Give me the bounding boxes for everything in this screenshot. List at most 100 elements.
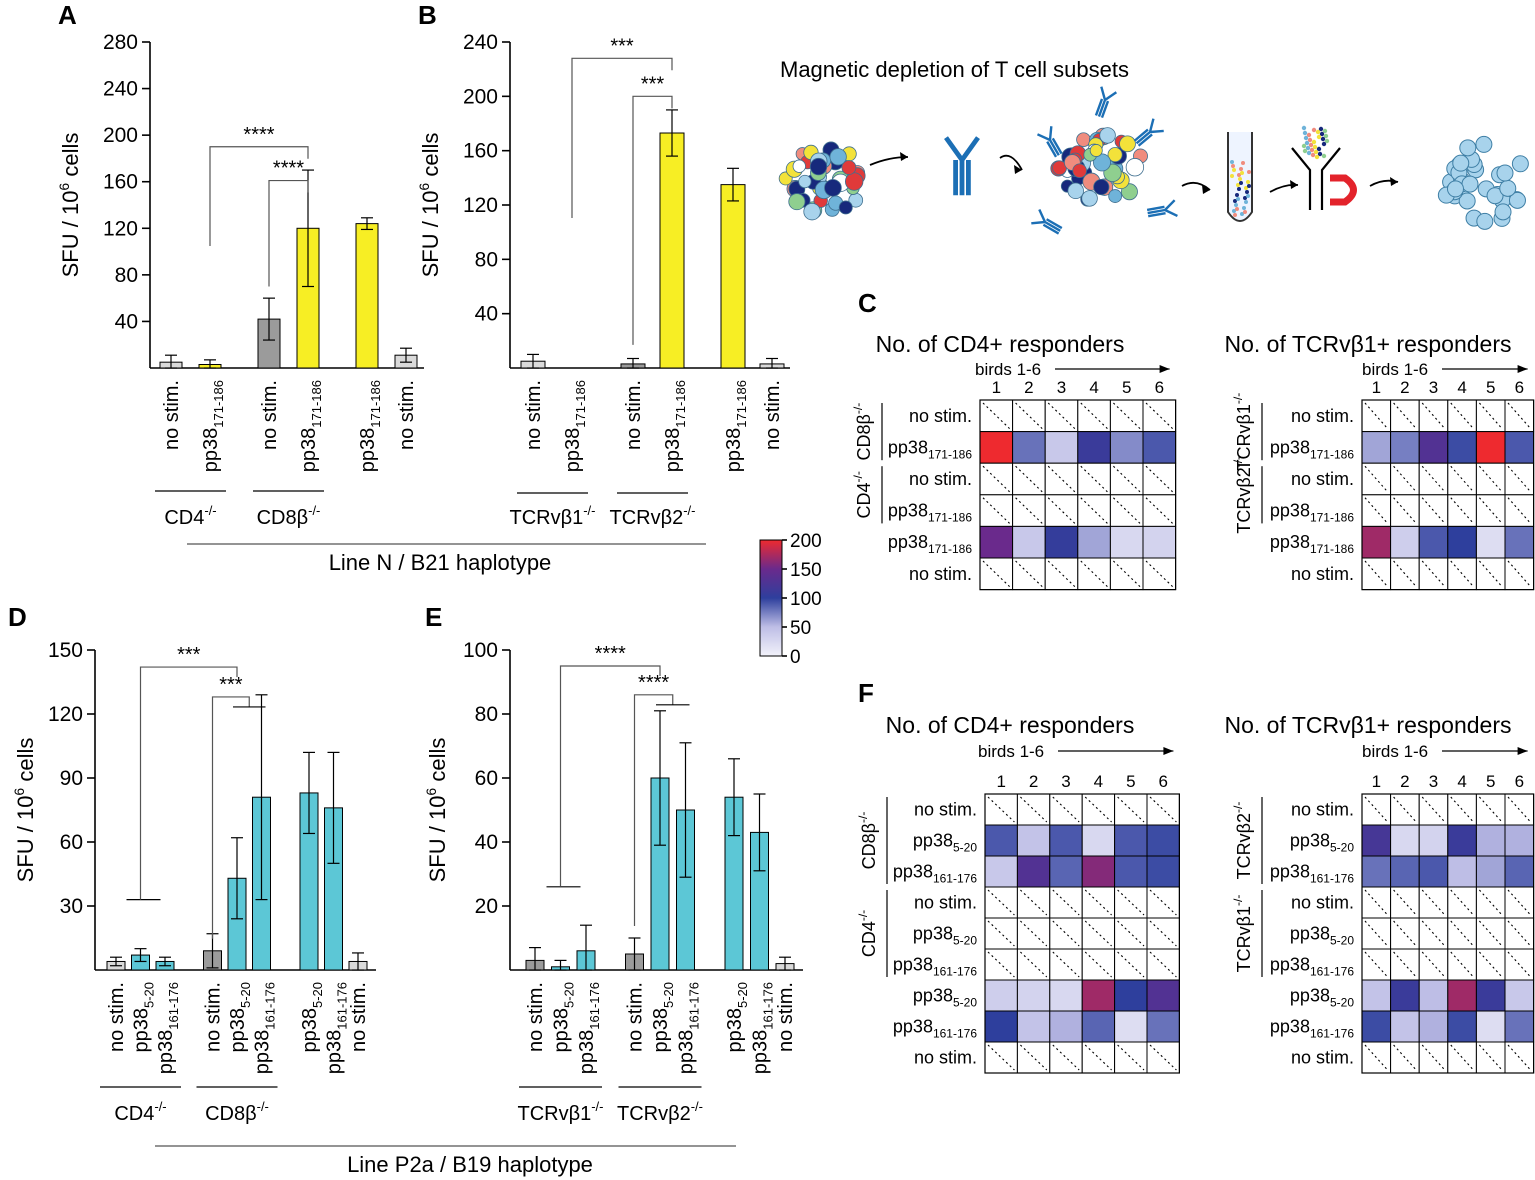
- column-label: 4: [1457, 772, 1466, 791]
- side-group-label-sup: -/-: [1231, 393, 1245, 404]
- empty-cell-diagonal: [1393, 796, 1417, 823]
- category-label: no stim.: [348, 982, 370, 1052]
- colorbar-tick-label: 150: [790, 560, 822, 581]
- heat-cell: [1504, 1010, 1535, 1043]
- empty-cell: [984, 948, 1018, 981]
- category-label: no stim.: [625, 982, 647, 1052]
- panel-letter-a: A: [58, 0, 77, 30]
- cell-dot: [788, 193, 806, 211]
- cell-dot: [829, 148, 847, 166]
- heat-cell: [1475, 1010, 1506, 1043]
- empty-cell-diagonal: [1478, 889, 1503, 916]
- y-tick-label: 60: [60, 831, 83, 854]
- heat-cell: [1142, 431, 1177, 464]
- colorbar-rect: [759, 539, 783, 657]
- empty-cell-diagonal: [1364, 889, 1389, 916]
- empty-cell: [979, 494, 1014, 527]
- side-group-label-sup: -/-: [851, 403, 865, 414]
- y-tick-label: 80: [115, 264, 138, 287]
- empty-cell: [1109, 494, 1144, 527]
- row-label-sub: 161-176: [933, 965, 977, 979]
- empty-cell: [1081, 948, 1116, 981]
- tube-dot: [1247, 184, 1251, 188]
- y-tick-label: 120: [48, 703, 83, 726]
- y-tick-label: 80: [475, 703, 498, 726]
- magnetic-column-icon: [1291, 125, 1357, 210]
- heat-cell: [1475, 855, 1506, 888]
- row-label: pp38171-186: [888, 532, 972, 556]
- row-label-main: no stim.: [909, 469, 972, 489]
- heatmap-border: [979, 399, 1177, 591]
- sig-bracket: [571, 57, 673, 218]
- y-tick-label: 40: [115, 310, 138, 333]
- depleted-cell: [1486, 187, 1504, 205]
- group-label-main: CD8β: [205, 1103, 257, 1125]
- empty-cell-diagonal: [1149, 1044, 1177, 1071]
- empty-cell-diagonal: [1145, 497, 1173, 524]
- heat-cell: [1109, 525, 1144, 559]
- side-group-label-main: CD4: [859, 921, 879, 957]
- column-dot: [1311, 139, 1317, 145]
- antibody-shape: [1031, 208, 1063, 235]
- category-label: pp385-20: [551, 982, 577, 1053]
- empty-cell-diagonal: [1478, 560, 1503, 587]
- empty-cell: [984, 886, 1018, 919]
- side-group-label: CD8β-/-: [856, 812, 879, 870]
- category-label: pp385-20: [650, 982, 676, 1053]
- process-arrow-2: [999, 154, 1023, 171]
- row-label-main: pp38: [913, 924, 953, 944]
- column-dot: [1304, 140, 1310, 146]
- cell-dot: [803, 202, 821, 221]
- labeled-cell-mixture-icon: [1050, 127, 1148, 207]
- column-label: 6: [1158, 772, 1167, 791]
- heat-cell: [1081, 824, 1116, 857]
- process-arrow-4-head: [1290, 180, 1298, 189]
- category-label-sub: 161-176: [587, 982, 602, 1030]
- column-label: 1: [996, 772, 1005, 791]
- row-label: pp385-20: [1290, 986, 1354, 1010]
- empty-cell: [1044, 462, 1079, 496]
- cell-dot: [1099, 127, 1116, 144]
- side-group-label: CD4-/-: [856, 910, 879, 957]
- tube-dot: [1230, 160, 1234, 164]
- sig-label: ****: [273, 158, 304, 180]
- row-label-sub: 171-186: [1310, 511, 1354, 525]
- empty-cell-diagonal: [1450, 497, 1474, 524]
- column-label: 2: [1400, 378, 1409, 397]
- category-label: pp38171-186: [298, 380, 324, 472]
- heat-cell: [1390, 1010, 1420, 1043]
- tube-dot: [1240, 212, 1244, 216]
- heat-cell: [1114, 979, 1148, 1012]
- empty-cell-diagonal: [1084, 1044, 1112, 1071]
- tube-dot: [1243, 196, 1247, 200]
- column-label: 6: [1515, 772, 1524, 791]
- category-label-main: pp38: [662, 428, 684, 473]
- depleted-cell: [1475, 135, 1493, 153]
- empty-cell-diagonal: [1364, 560, 1389, 587]
- row-label: no stim.: [1291, 800, 1354, 820]
- colorbar-tick-label: 200: [790, 531, 822, 552]
- column-dot: [1317, 151, 1323, 157]
- empty-cell-diagonal: [1450, 889, 1474, 916]
- row-label-main: pp38: [888, 532, 928, 552]
- category-label: no stim.: [396, 380, 418, 450]
- group-label-main: CD4: [164, 507, 204, 529]
- empty-cell-diagonal: [1084, 889, 1112, 916]
- category-label-sub: 171-186: [309, 380, 324, 428]
- cell-dot: [1067, 182, 1084, 200]
- y-axis-label-main: SFU / 10: [58, 191, 83, 278]
- heat-cell: [1049, 1010, 1083, 1043]
- antibody-small-1: [1031, 208, 1063, 235]
- heat-cell: [1142, 525, 1177, 559]
- row-label-sub: 171-186: [928, 542, 972, 556]
- empty-cell-diagonal: [1507, 1044, 1532, 1071]
- empty-cell-diagonal: [1421, 1044, 1446, 1071]
- category-label: no stim.: [775, 982, 797, 1052]
- heat-cell: [1361, 855, 1392, 888]
- empty-cell-diagonal: [1020, 796, 1048, 823]
- y-axis-label: SFU / 106 cells: [416, 133, 443, 278]
- column-label: 1: [1372, 772, 1381, 791]
- column-dot: [1321, 141, 1327, 147]
- row-label-sub: 171-186: [1310, 542, 1354, 556]
